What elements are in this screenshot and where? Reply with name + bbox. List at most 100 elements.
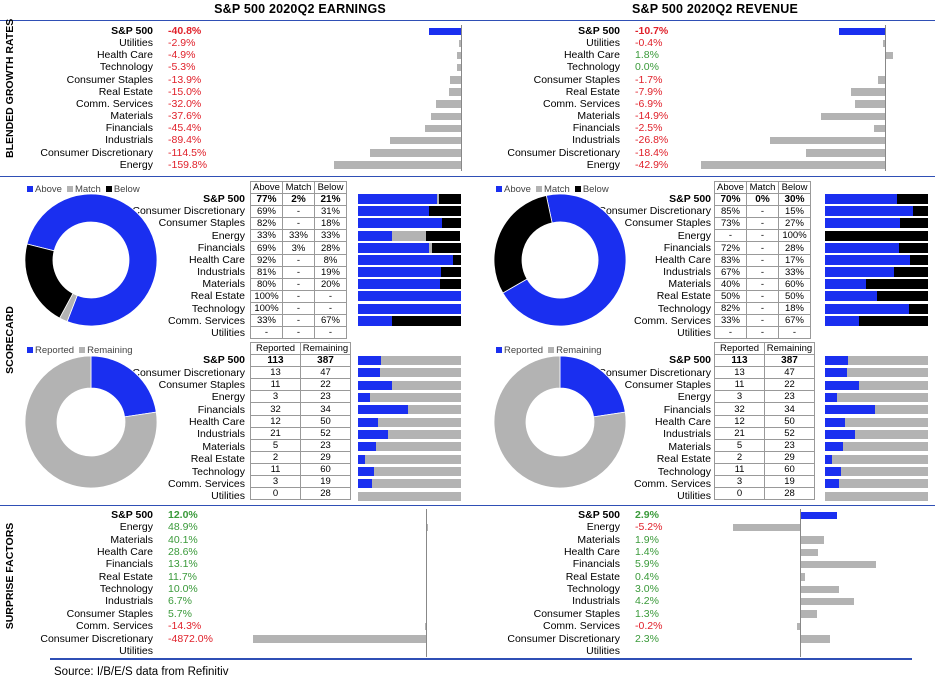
- value-label: -4872.0%: [168, 632, 213, 645]
- category-label: Utilities: [677, 326, 711, 339]
- column-header: Reported: [250, 341, 301, 356]
- scorecard-bar-segment: [441, 267, 461, 278]
- bar: [885, 51, 893, 60]
- remaining-bar: [848, 355, 928, 365]
- category-label: S&P 500: [669, 193, 711, 206]
- table-row: 80% -20%: [250, 277, 347, 291]
- bar: [877, 76, 885, 84]
- table-row: 3 19: [714, 475, 815, 489]
- table-cell: 19: [764, 475, 815, 489]
- table-cell: -: [746, 265, 779, 279]
- table-cell: 50: [764, 414, 815, 428]
- legend-label: Below: [113, 184, 140, 195]
- reported-bar: [825, 417, 845, 427]
- category-label: Technology: [566, 583, 620, 596]
- category-label: Health Care: [654, 416, 711, 429]
- legend-swatch: [496, 186, 502, 193]
- table-cell: 33%: [714, 314, 747, 328]
- table-cell: 11: [714, 378, 765, 392]
- bar: [800, 560, 876, 569]
- remaining-bar: [369, 392, 461, 402]
- bar: [456, 63, 461, 72]
- category-label: Real Estate: [565, 85, 620, 98]
- bar: [389, 136, 461, 145]
- reported-bar: [358, 442, 377, 452]
- table-cell: 21: [714, 426, 765, 440]
- table-row: 50% -50%: [714, 289, 811, 303]
- table-row: 11 22: [250, 378, 351, 392]
- table-row: 11 22: [714, 378, 815, 392]
- legend-swatch: [27, 347, 33, 354]
- column-header: Below: [314, 180, 347, 195]
- table-cell: 2: [714, 450, 765, 464]
- value-label: -45.4%: [168, 122, 202, 135]
- category-label: Consumer Staples: [624, 379, 711, 392]
- value-label: 13.1%: [168, 558, 198, 571]
- category-label: Health Care: [188, 416, 245, 429]
- table-row: 100% - -: [250, 301, 347, 316]
- scorecard-bar-segment: [358, 315, 392, 326]
- scorecard-table: Above Match Below 77% 2% 21% 69% -31% 82% -18% 33%…: [250, 180, 347, 340]
- category-label: Energy: [677, 229, 711, 242]
- reported-bar: [825, 368, 848, 378]
- category-label: S&P 500: [203, 354, 245, 367]
- separator-scorecard: [0, 505, 935, 506]
- reported-table: Reported Remaining 113 387 13 47 11 22 3 23 32 34 12…: [250, 341, 351, 501]
- scorecard-table: Above Match Below 70% 0% 30% 85% -15% 73% -27% - -1…: [714, 180, 811, 340]
- remaining-bar: [847, 368, 928, 378]
- category-label: Consumer Discretionary: [40, 632, 153, 645]
- value-label: 5.9%: [635, 558, 659, 571]
- table-cell: 13: [714, 366, 765, 380]
- value-label: -26.8%: [635, 134, 669, 147]
- category-label: Technology: [657, 302, 711, 315]
- category-label: Real Estate: [190, 453, 245, 466]
- category-label: Consumer Discretionary: [598, 366, 711, 379]
- scorecard-bar-segment: [432, 242, 461, 253]
- scorecard-bar-segment: [866, 279, 928, 290]
- category-label: Financials: [572, 558, 620, 571]
- table-cell: 73%: [714, 217, 747, 231]
- category-label: Financials: [105, 558, 153, 571]
- value-label: 2.3%: [635, 632, 659, 645]
- bar: [800, 573, 806, 581]
- category-label: Utilities: [119, 37, 153, 50]
- category-label: Energy: [119, 158, 153, 171]
- value-label: 48.9%: [168, 521, 198, 534]
- column-header: Below: [778, 180, 811, 195]
- remaining-bar: [376, 442, 461, 452]
- legend-label: Reported: [504, 345, 544, 356]
- table-row: 113 387: [714, 354, 815, 368]
- value-label: 10.0%: [168, 583, 198, 596]
- scorecard-bar-segment: [358, 254, 453, 265]
- scorecard-bar-segment: [825, 279, 867, 290]
- category-label: S&P 500: [669, 354, 711, 367]
- value-label: -40.8%: [168, 25, 202, 37]
- category-label: Consumer Discretionary: [132, 205, 245, 218]
- value-label: -42.9%: [635, 158, 669, 171]
- reported-bar: [358, 417, 378, 427]
- legend-swatch: [79, 347, 86, 354]
- value-label: -14.3%: [168, 620, 202, 633]
- legend-swatch: [105, 186, 112, 193]
- value-label: -159.8%: [168, 158, 208, 171]
- table-cell: 50%: [714, 289, 747, 303]
- legend-swatch: [66, 186, 73, 193]
- bar: [425, 622, 427, 631]
- scorecard-bar-segment: [358, 194, 438, 205]
- table-cell: 17%: [778, 253, 811, 267]
- donut-slice: [493, 355, 627, 489]
- category-label: Consumer Staples: [533, 73, 620, 86]
- scorecard-bar-segment: [452, 254, 461, 265]
- reported-bar: [358, 479, 373, 489]
- reported-bar: [358, 405, 408, 415]
- value-label: -14.9%: [635, 110, 669, 123]
- table-cell: 83%: [714, 253, 747, 267]
- category-label: Materials: [577, 110, 620, 123]
- category-label: Financials: [197, 241, 245, 254]
- reported-bar: [825, 467, 841, 476]
- legend-swatch: [535, 186, 542, 193]
- value-label: -5.3%: [168, 61, 196, 74]
- category-label: Utilities: [677, 490, 711, 503]
- category-label: Consumer Discretionary: [598, 205, 711, 218]
- bar: [800, 585, 839, 594]
